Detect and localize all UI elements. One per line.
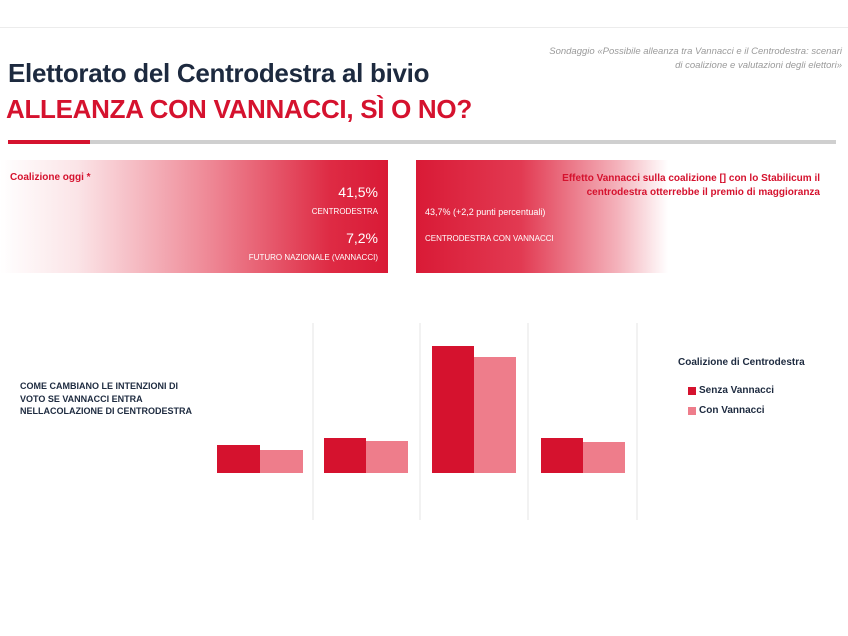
centrodestra-con-vannacci-label: CENTRODESTRA CON VANNACCI [425,234,554,243]
bar-con-vannacci-4 [583,442,625,473]
page-title: Elettorato del Centrodestra al bivio [8,58,430,88]
legend-item-senza-vannacci: Senza Vannacci [688,385,774,396]
bar-senza-vannacci-1 [217,445,260,473]
futuro-nazionale-label: FUTURO NAZIONALE (VANNACCI) [248,253,378,262]
centrodestra-value: 41,5% [338,184,378,200]
top-divider [0,27,848,28]
legend-swatch-light [688,406,696,415]
futuro-nazionale-value: 7,2% [346,230,378,246]
source-note: Sondaggio «Possibile alleanza tra Vannac… [549,46,842,71]
bar-con-vannacci-3 [474,357,516,473]
bar-con-vannacci-2 [366,441,408,473]
bar-senza-vannacci-2 [324,438,366,473]
page-subtitle: ALLEANZA CON VANNACCI, SÌ O NO? [6,94,472,124]
title-underline [8,140,836,144]
legend-label-senza: Senza Vannacci [699,385,775,396]
centrodestra-con-vannacci-value: 43,7% (+2,2 punti percentuali) [425,207,546,217]
effetto-vannacci-panel [416,160,836,273]
legend-item-con-vannacci: Con Vannacci [688,405,765,416]
bar-senza-vannacci-4 [541,438,583,473]
coalizione-oggi-label: Coalizione oggi * [10,172,91,183]
effetto-vannacci-text: Effetto Vannacci sulla coalizione [] con… [562,173,820,198]
legend-swatch-dark [688,386,696,395]
chart-description: COME CAMBIANO LE INTENZIONI DI VOTO SE V… [20,381,192,416]
bar-senza-vannacci-3 [432,346,474,473]
title-underline-accent [8,140,90,144]
centrodestra-label: CENTRODESTRA [311,207,378,216]
legend-title: Coalizione di Centrodestra [678,357,805,368]
coalizione-oggi-panel [0,160,388,273]
bar-con-vannacci-1 [260,450,303,473]
legend-label-con: Con Vannacci [699,405,765,416]
